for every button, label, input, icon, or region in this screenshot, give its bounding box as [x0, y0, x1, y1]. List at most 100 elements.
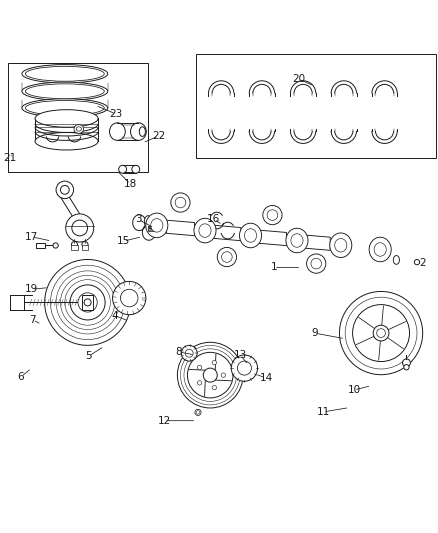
Text: 12: 12 [158, 416, 171, 426]
Ellipse shape [35, 110, 98, 127]
Ellipse shape [335, 238, 347, 252]
Ellipse shape [22, 64, 108, 83]
Circle shape [217, 247, 237, 266]
Circle shape [307, 254, 326, 273]
Ellipse shape [22, 82, 108, 101]
Circle shape [175, 197, 186, 208]
Text: 23: 23 [110, 109, 123, 119]
Circle shape [212, 360, 216, 365]
Polygon shape [148, 226, 156, 231]
Ellipse shape [291, 234, 303, 247]
Text: 22: 22 [152, 131, 165, 141]
Polygon shape [36, 243, 45, 248]
Circle shape [53, 243, 58, 248]
Circle shape [221, 373, 226, 377]
Ellipse shape [25, 66, 104, 81]
Ellipse shape [199, 224, 211, 237]
Circle shape [263, 205, 282, 225]
Circle shape [353, 304, 410, 361]
Ellipse shape [374, 243, 386, 256]
Polygon shape [213, 225, 241, 241]
Text: 2: 2 [419, 258, 426, 268]
Circle shape [311, 259, 321, 269]
Circle shape [339, 292, 423, 375]
Text: 17: 17 [25, 232, 38, 242]
Text: 1: 1 [270, 262, 277, 272]
Text: 19: 19 [25, 284, 38, 294]
Polygon shape [82, 295, 93, 310]
Polygon shape [302, 235, 330, 251]
Ellipse shape [139, 127, 145, 136]
Circle shape [84, 299, 91, 306]
Circle shape [187, 352, 233, 398]
Circle shape [60, 185, 69, 194]
Circle shape [237, 361, 251, 375]
Text: 6: 6 [18, 372, 25, 382]
Ellipse shape [119, 165, 127, 173]
Ellipse shape [25, 84, 104, 99]
Ellipse shape [369, 237, 391, 262]
Polygon shape [71, 245, 78, 250]
Circle shape [373, 325, 389, 341]
Circle shape [120, 289, 138, 307]
Text: 14: 14 [260, 373, 273, 383]
Text: 7: 7 [29, 315, 36, 325]
Text: 4: 4 [111, 311, 118, 320]
Circle shape [171, 193, 190, 212]
Circle shape [404, 365, 409, 370]
Polygon shape [82, 245, 88, 250]
Ellipse shape [244, 229, 257, 242]
Circle shape [345, 297, 417, 369]
Circle shape [50, 265, 125, 340]
Ellipse shape [146, 213, 168, 238]
Circle shape [196, 410, 200, 414]
Ellipse shape [25, 101, 104, 115]
Ellipse shape [131, 123, 146, 140]
Polygon shape [196, 54, 436, 158]
Circle shape [180, 345, 240, 405]
Circle shape [203, 368, 217, 382]
Text: 18: 18 [124, 179, 137, 189]
Ellipse shape [240, 223, 261, 248]
Ellipse shape [145, 216, 152, 228]
Circle shape [78, 293, 97, 312]
Circle shape [72, 220, 88, 236]
Text: 8: 8 [175, 347, 182, 357]
Ellipse shape [22, 99, 108, 117]
Circle shape [56, 271, 119, 334]
Circle shape [65, 280, 110, 325]
Circle shape [113, 281, 146, 314]
Circle shape [82, 241, 88, 248]
Circle shape [267, 210, 278, 220]
Ellipse shape [76, 127, 81, 131]
Circle shape [181, 345, 197, 361]
Polygon shape [60, 196, 84, 221]
Circle shape [198, 381, 202, 385]
Circle shape [45, 260, 131, 345]
Circle shape [185, 349, 193, 357]
Text: 3: 3 [134, 214, 141, 224]
Text: 5: 5 [85, 351, 92, 361]
Circle shape [212, 385, 216, 390]
Text: 11: 11 [317, 407, 330, 417]
Ellipse shape [151, 219, 163, 232]
Text: 13: 13 [233, 350, 247, 360]
Circle shape [184, 349, 237, 401]
Circle shape [71, 241, 78, 248]
Text: 21: 21 [3, 153, 16, 163]
Text: 20: 20 [292, 74, 305, 84]
Text: 15: 15 [117, 236, 130, 246]
Text: 10: 10 [347, 385, 360, 395]
Ellipse shape [74, 125, 84, 133]
Circle shape [195, 409, 201, 415]
Circle shape [70, 285, 105, 320]
Circle shape [403, 359, 410, 367]
Polygon shape [8, 63, 148, 172]
Circle shape [177, 342, 243, 408]
Ellipse shape [286, 228, 308, 253]
Circle shape [60, 275, 115, 329]
Ellipse shape [330, 233, 352, 257]
Circle shape [66, 214, 94, 242]
Circle shape [56, 181, 74, 199]
Circle shape [414, 260, 420, 265]
